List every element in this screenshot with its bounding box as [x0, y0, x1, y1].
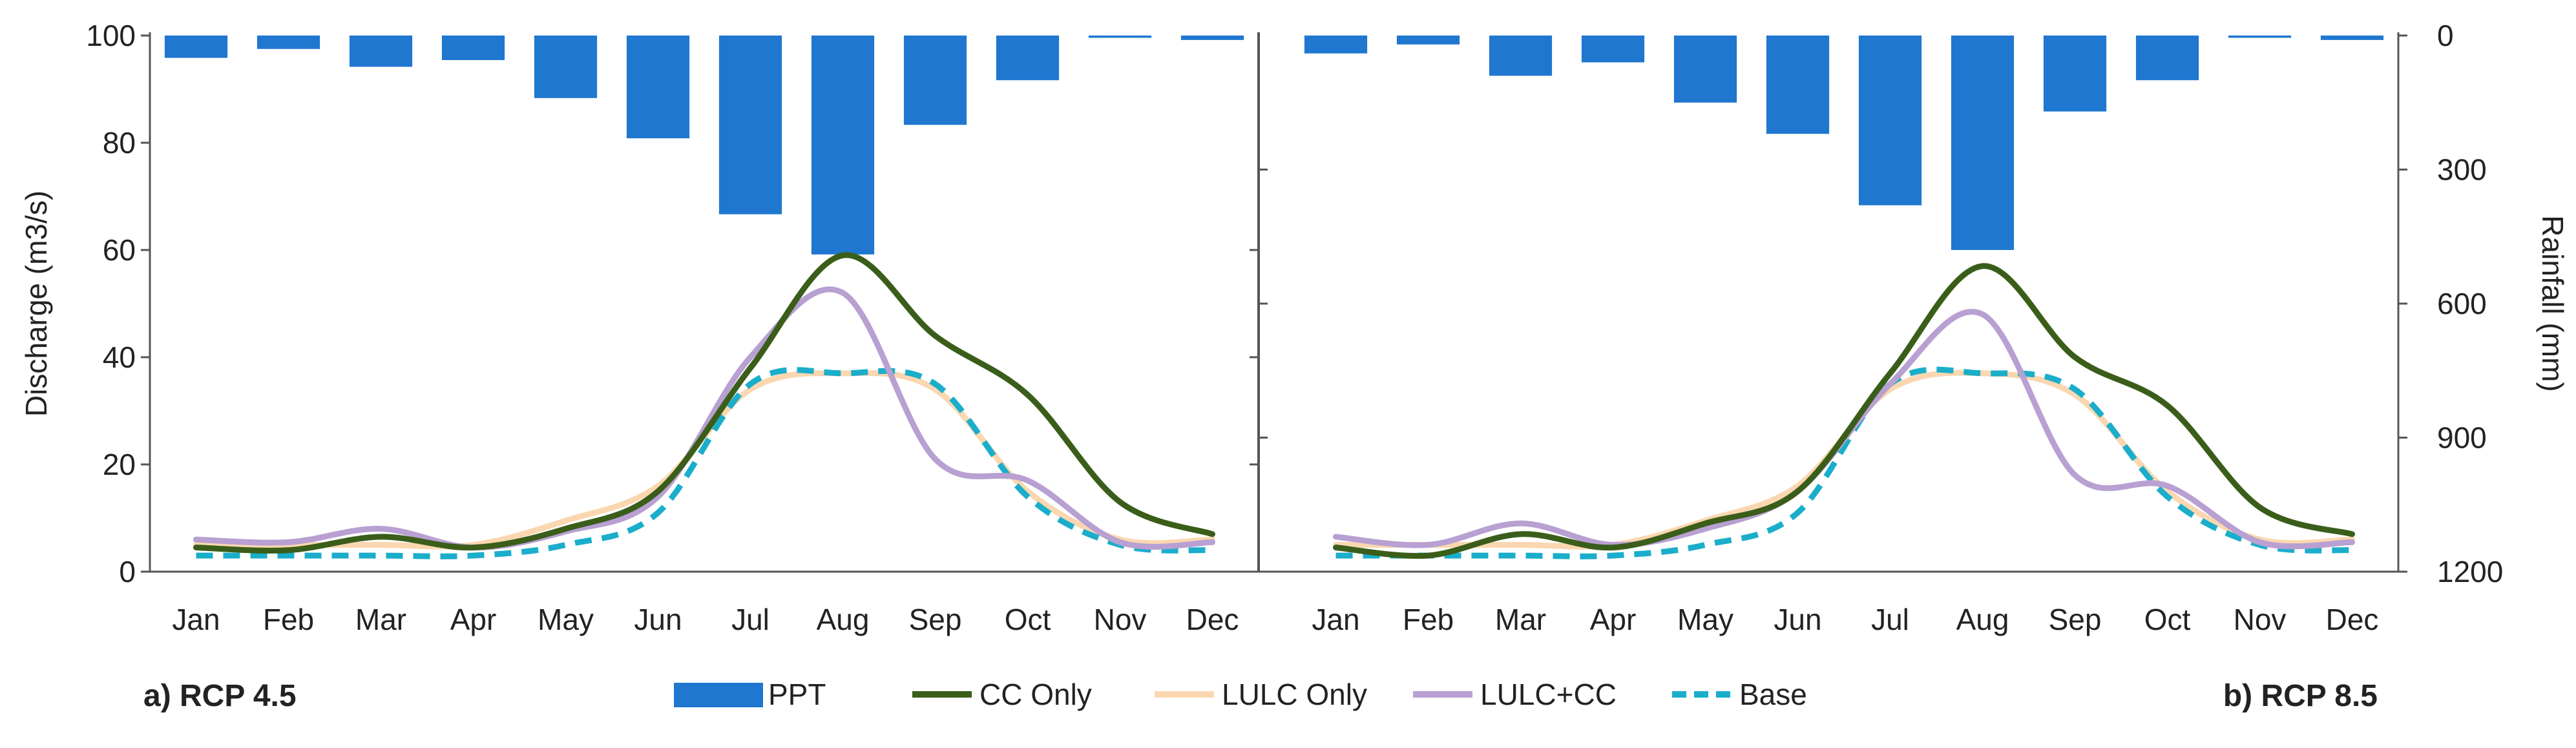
ppt-bar — [2228, 36, 2292, 38]
ppt-bar — [164, 36, 228, 58]
legend-label-lulc-only: LULC Only — [1222, 678, 1367, 711]
ppt-bar — [1766, 36, 1830, 134]
y-left-tick-label: 80 — [103, 126, 136, 160]
ppt-bar — [1858, 36, 1922, 205]
x-tick-label: Feb — [1403, 603, 1454, 636]
y-right-tick-label: 900 — [2437, 421, 2487, 455]
legend-swatch-ppt — [674, 683, 763, 707]
legend: PPT CC Only LULC Only LULC+CC Base — [674, 678, 1807, 711]
panel-rcp45: Jan Feb Mar Apr May Jun Jul Aug Sep Oct Nov Dec — [164, 36, 1244, 636]
ppt-bar — [2043, 36, 2107, 112]
x-tick-label: Jan — [1312, 603, 1359, 636]
series-lulc-only — [1333, 369, 2355, 550]
x-tick-label: Sep — [909, 603, 962, 636]
ppt-bar — [2135, 36, 2199, 81]
ppt-bar — [718, 36, 782, 214]
x-tick-label: Aug — [1956, 603, 2009, 636]
x-tick-label: Nov — [1094, 603, 1147, 636]
ppt-bar — [1396, 36, 1460, 45]
ppt-bar — [1673, 36, 1737, 103]
ppt-bar — [2320, 36, 2384, 40]
ppt-bar — [534, 36, 598, 98]
x-tick-label: Jul — [1871, 603, 1909, 636]
x-tick-label: Oct — [1005, 603, 1051, 636]
panel-label-b: b) RCP 8.5 — [2223, 679, 2378, 713]
x-tick-label: Mar — [355, 603, 406, 636]
legend-label-ppt: PPT — [768, 678, 826, 711]
ppt-bar — [1489, 36, 1553, 76]
ppt-bar — [1581, 36, 1645, 63]
y-left-tick-label: 20 — [103, 448, 136, 481]
ppt-bar — [257, 36, 320, 49]
series-cc-only — [1333, 263, 2355, 559]
ppt-bar — [903, 36, 967, 125]
y-left-tick-label: 60 — [103, 233, 136, 267]
ppt-bar — [626, 36, 690, 139]
ppt-bar — [1951, 36, 2015, 250]
x-tick-label: Nov — [2234, 603, 2287, 636]
series-lulc-cc — [1333, 309, 2355, 550]
legend-label-lulc-cc: LULC+CC — [1480, 678, 1617, 711]
y-right-axis-title: Rainfall (mm) — [2536, 215, 2570, 391]
x-tick-label: Aug — [817, 603, 870, 636]
x-tick-label: Jul — [731, 603, 770, 636]
x-tick-label: May — [1677, 603, 1733, 636]
y-right-tick-label: 600 — [2437, 287, 2487, 320]
x-tick-label: Feb — [263, 603, 314, 636]
ppt-bar — [1180, 36, 1244, 40]
x-tick-label: Apr — [450, 603, 497, 636]
x-tick-label: Jun — [634, 603, 682, 636]
series-base — [196, 367, 1213, 559]
x-tick-label: Jan — [172, 603, 220, 636]
x-tick-label: Jun — [1774, 603, 1821, 636]
y-right-tick-label: 300 — [2437, 153, 2487, 187]
x-tick-label: Dec — [2326, 603, 2379, 636]
x-tick-label: Apr — [1590, 603, 1637, 636]
legend-label-base: Base — [1739, 678, 1807, 711]
ppt-bar — [1304, 36, 1368, 54]
x-tick-label: Dec — [1186, 603, 1239, 636]
panel-rcp85: Jan Feb Mar Apr May Jun Jul Aug Sep Oct Nov Dec — [1304, 36, 2384, 636]
legend-label-cc-only: CC Only — [979, 678, 1092, 711]
x-tick-label: Oct — [2144, 603, 2191, 636]
ppt-bar — [349, 36, 413, 67]
ppt-bar — [811, 36, 875, 255]
ppt-bar — [996, 36, 1060, 81]
y-left-axis-title: Discharge (m3/s) — [19, 191, 53, 417]
y-right-tick-label: 0 — [2437, 19, 2454, 52]
series-cc-only — [193, 252, 1215, 554]
series-lulc-cc — [193, 286, 1215, 551]
y-left-tick-label: 0 — [119, 555, 136, 588]
panel-label-a: a) RCP 4.5 — [143, 679, 297, 713]
y-left-tick-label: 100 — [86, 19, 136, 52]
x-tick-label: Sep — [2049, 603, 2102, 636]
y-right-tick-label: 1200 — [2437, 555, 2503, 588]
x-tick-label: May — [538, 603, 594, 636]
ppt-bar — [441, 36, 505, 60]
y-left-tick-label: 40 — [103, 340, 136, 374]
ppt-bar — [1088, 36, 1152, 38]
x-tick-label: Mar — [1495, 603, 1546, 636]
